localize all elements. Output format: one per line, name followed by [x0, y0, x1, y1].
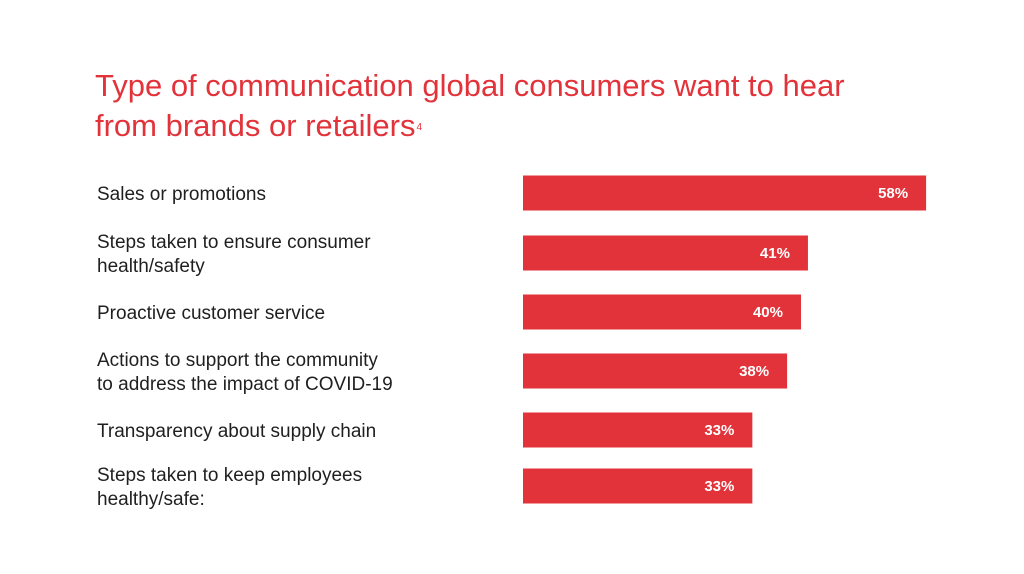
- category-label-item-5: Transparency about supply chain: [97, 421, 376, 442]
- category-label-line: to address the impact of COVID-19: [97, 374, 393, 395]
- value-label-item-2: 41%: [760, 245, 790, 262]
- value-label-item-4: 38%: [739, 363, 769, 380]
- value-label-item-3: 40%: [753, 304, 783, 321]
- chart-title-line-2-text: from brands or retailers: [95, 108, 416, 143]
- bar-item-2: [523, 235, 808, 271]
- category-label-item-6: Steps taken to keep employees healthy/saf…: [97, 465, 362, 510]
- category-label-item-3: Proactive customer service: [97, 303, 325, 324]
- bar-item-3: [523, 294, 801, 330]
- category-label-item-4: Actions to support the community to addre…: [97, 350, 393, 395]
- category-label-line: health/safety: [97, 256, 205, 277]
- category-label-line: Actions to support the community: [97, 350, 378, 371]
- bar-item-1: [523, 175, 927, 211]
- value-label-item-5: 33%: [704, 422, 734, 439]
- category-label-item-1: Sales or promotions: [97, 184, 266, 205]
- bar-item-5: [523, 412, 753, 448]
- bar-item-4: [523, 353, 788, 389]
- category-label-line: Steps taken to keep employees: [97, 465, 362, 486]
- category-label-line: Transparency about supply chain: [97, 421, 376, 442]
- category-label-line: Proactive customer service: [97, 303, 325, 324]
- chart-title: Type of communication global consumers w…: [95, 66, 955, 146]
- chart-title-line-1: Type of communication global consumers w…: [95, 68, 845, 103]
- category-label-item-2: Steps taken to ensure consumer health/saf…: [97, 232, 371, 277]
- value-label-item-1: 58%: [878, 185, 908, 202]
- category-label-line: healthy/safe:: [97, 489, 205, 510]
- chart-title-line-2: from brands or retailers4: [95, 106, 955, 146]
- bar-item-6: [523, 468, 753, 504]
- category-label-line: Sales or promotions: [97, 184, 266, 205]
- title-footnote-marker: 4: [416, 122, 423, 133]
- category-label-line: Steps taken to ensure consumer: [97, 232, 371, 253]
- value-label-item-6: 33%: [704, 478, 734, 495]
